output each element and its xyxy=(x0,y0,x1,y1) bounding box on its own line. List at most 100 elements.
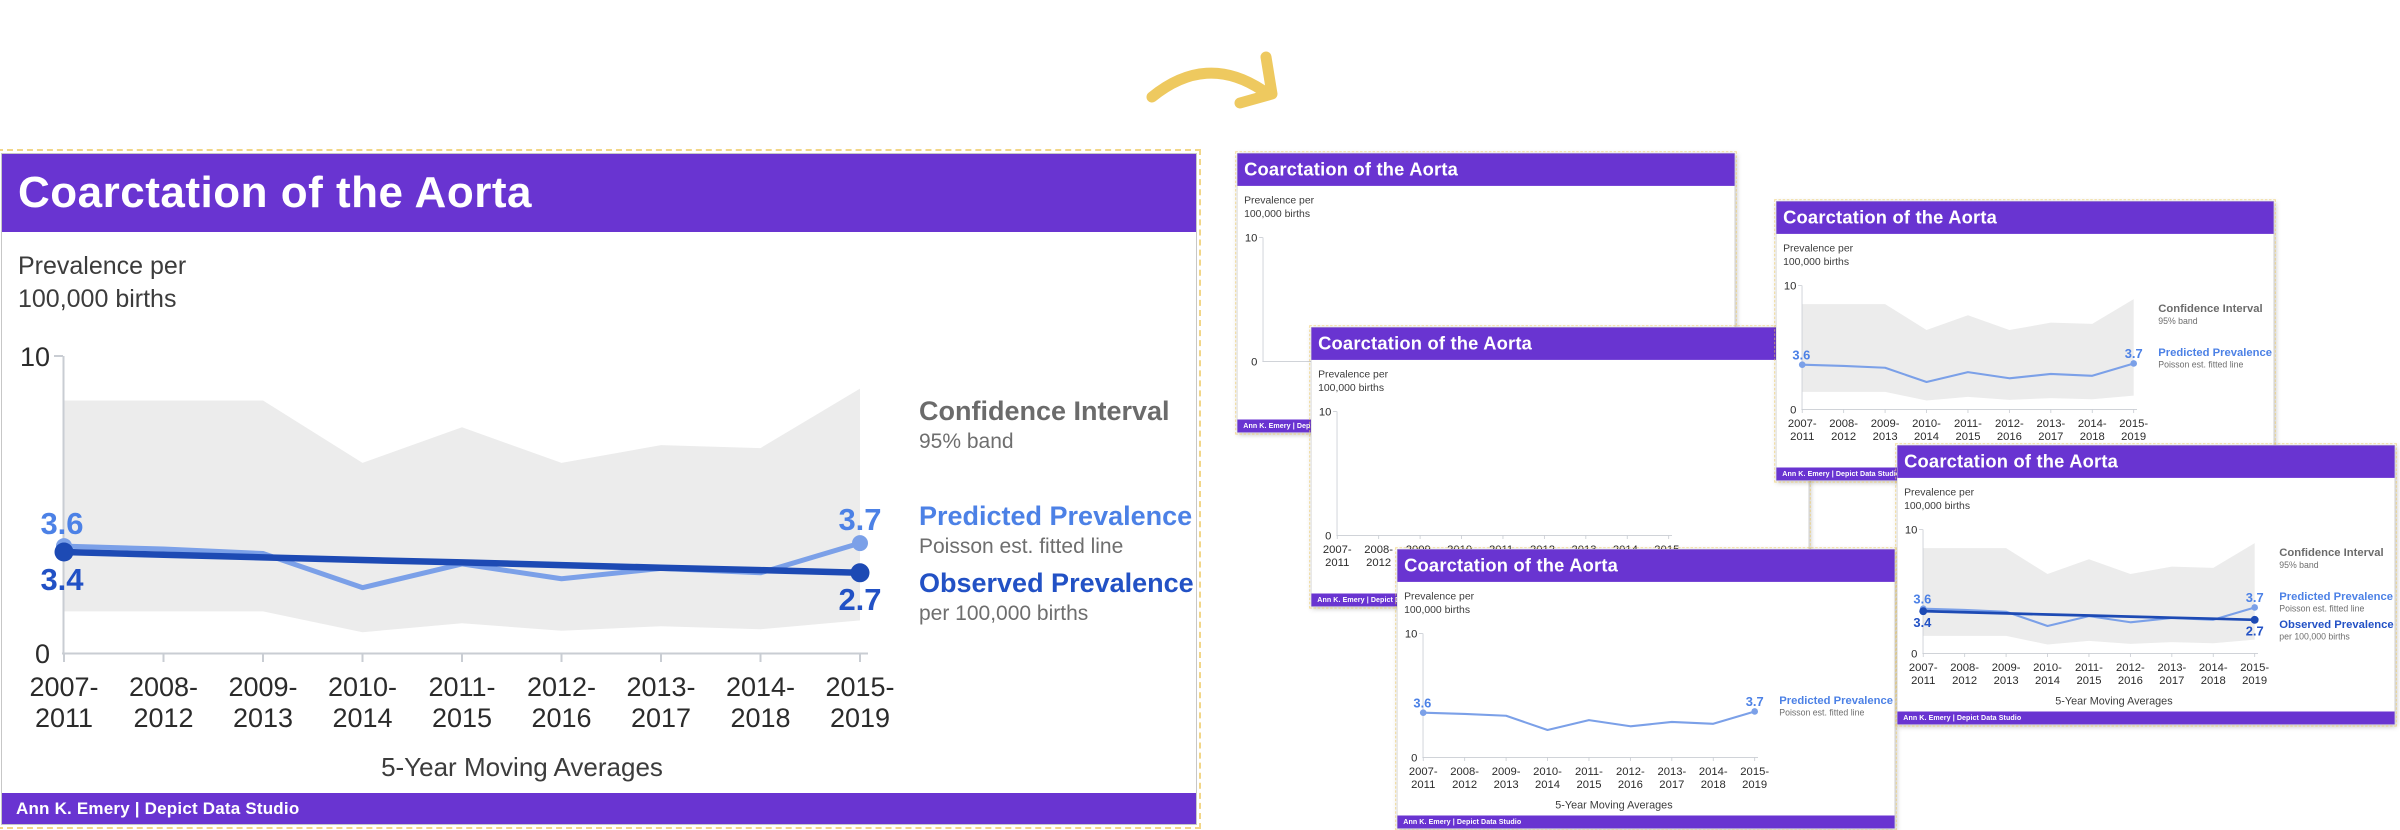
predicted-line xyxy=(1422,710,1756,732)
x-axis-title: 5-Year Moving Averages xyxy=(2055,694,2173,707)
x-axis-label: 2014-2018 xyxy=(725,672,796,733)
x-axis-label: 2008- 2012 xyxy=(1450,765,1480,791)
value-label-predicted-start: 3.6 xyxy=(1413,695,1432,711)
predicted-dot-end xyxy=(2251,604,2259,611)
x-axis-label: 2010-2014 xyxy=(1533,765,1562,791)
legend-ci-title: Confidence Interval xyxy=(919,396,1170,426)
x-axis-label: 2008- 2012 xyxy=(1364,543,1394,569)
y-tick-max: 10 xyxy=(1904,523,1918,537)
chart-title: Coarctation of the Aorta xyxy=(18,168,532,217)
chart-card: Coarctation of the Aorta Prevalence per … xyxy=(0,149,1201,829)
legend-ci-subtitle: 95% band xyxy=(2279,560,2319,570)
y-axis-label-line1: Prevalence per xyxy=(1904,486,1975,498)
legend-ci-title: Confidence Interval xyxy=(2158,302,2263,315)
x-axis-label: 2011-2015 xyxy=(2074,661,2103,687)
footer-credit: Ann K. Emery | Depict Data Studio xyxy=(1782,469,1901,478)
y-tick-max: 10 xyxy=(1318,405,1332,419)
confidence-band xyxy=(1923,543,2255,645)
chart-title: Coarctation of the Aorta xyxy=(1244,159,1459,180)
x-axis-label: 2012-2016 xyxy=(1995,417,2024,443)
x-axis-ticks xyxy=(1922,653,2256,657)
value-label-predicted-end: 3.7 xyxy=(838,502,882,537)
y-axis-label-line2: 100,000 births xyxy=(1404,603,1471,616)
chart-header: Coarctation of the Aorta xyxy=(1311,327,1809,360)
footer-bar: Ann K. Emery | Depict Data Studio xyxy=(2,793,1196,824)
chart-card: Coarctation of the Aorta Prevalence per … xyxy=(1395,547,1897,830)
plot-svg xyxy=(1798,285,2138,413)
chart-title: Coarctation of the Aorta xyxy=(1318,333,1533,354)
x-axis-label: 2007- 2011 xyxy=(29,672,99,733)
x-axis-label: 2015-2019 xyxy=(1740,765,1770,791)
x-axis-labels: 2007-2011 2008-2012 2009-2013 2010-2014 … xyxy=(1397,765,1895,794)
chart-title: Coarctation of the Aorta xyxy=(1904,451,2119,472)
legend-pp-title: Predicted Prevalence xyxy=(2279,589,2393,603)
x-axis-label: 2008- 2012 xyxy=(128,672,199,733)
chart-header: Coarctation of the Aorta xyxy=(1237,153,1735,186)
value-label-observed-start: 3.4 xyxy=(40,562,84,597)
y-tick-zero: 0 xyxy=(1411,751,1418,764)
chart-title: Coarctation of the Aorta xyxy=(1783,207,1998,228)
x-axis-label: 2007- 2011 xyxy=(1787,417,1817,443)
x-axis-label: 2009-2013 xyxy=(228,672,298,733)
legend-pp-title: Predicted Prevalence xyxy=(2158,345,2272,359)
y-axis-label: Prevalence per 100,000 births xyxy=(1904,485,1974,512)
legend-op: Observed Prevalence per 100,000 births xyxy=(919,568,1194,626)
footer-credit: Ann K. Emery | Depict Data Studio xyxy=(1403,817,1522,826)
value-label-predicted-start: 3.6 xyxy=(1792,347,1811,363)
chart-header: Coarctation of the Aorta xyxy=(1897,445,2395,478)
value-label-observed-end: 2.7 xyxy=(838,582,882,617)
legend-ci: Confidence Interval 95% band xyxy=(2279,546,2383,570)
observed-line xyxy=(60,548,864,577)
y-axis-label-line2: 100,000 births xyxy=(18,285,177,313)
legend-pp: Predicted Prevalence Poisson est. fitted… xyxy=(1779,694,1893,718)
y-tick-max: 10 xyxy=(1404,627,1418,641)
x-axis-label: 2014-2018 xyxy=(1698,765,1728,791)
x-axis-label: 2011-2015 xyxy=(1953,417,1982,443)
y-axis-label: Prevalence per 100,000 births xyxy=(1318,367,1388,394)
y-tick-zero: 0 xyxy=(34,639,50,669)
y-axis-label-line2: 100,000 births xyxy=(1904,499,1971,512)
predicted-dot-start xyxy=(1798,361,1806,369)
curved-arrow-icon xyxy=(1146,51,1278,109)
y-axis-label-line1: Prevalence per xyxy=(1318,368,1389,380)
predicted-dot-end xyxy=(852,535,868,552)
plot-svg xyxy=(1919,529,2259,657)
legend-ci-subtitle: 95% band xyxy=(919,430,1014,453)
y-axis-label-line1: Prevalence per xyxy=(1783,242,1854,254)
y-axis-label-line1: Prevalence per xyxy=(1404,590,1475,602)
y-tick-max: 10 xyxy=(19,342,50,372)
x-axis-label: 2015-2019 xyxy=(2240,661,2270,687)
x-axis-label: 2010-2014 xyxy=(2033,661,2062,687)
chart-title: Coarctation of the Aorta xyxy=(1404,555,1619,576)
footer-bar: Ann K. Emery | Depict Data Studio xyxy=(1897,711,2395,725)
legend-op-title: Observed Prevalence xyxy=(919,568,1194,598)
chart-header: Coarctation of the Aorta xyxy=(1397,549,1895,582)
legend-op-title: Observed Prevalence xyxy=(2279,617,2394,631)
legend-pp: Predicted Prevalence Poisson est. fitted… xyxy=(2158,346,2272,370)
x-axis-label: 2015-2019 xyxy=(825,672,895,733)
x-axis-label: 2013-2017 xyxy=(626,672,696,733)
chart-header: Coarctation of the Aorta xyxy=(2,154,1196,232)
x-axis-title: 5-Year Moving Averages xyxy=(1555,798,1673,811)
x-axis-label: 2012-2016 xyxy=(1616,765,1645,791)
x-axis-ticks xyxy=(1336,535,1670,539)
legend-op-subtitle: per 100,000 births xyxy=(919,602,1089,625)
y-tick-zero: 0 xyxy=(1790,403,1797,416)
legend-pp-subtitle: Poisson est. fitted line xyxy=(919,535,1124,558)
x-axis-label: 2010-2014 xyxy=(1912,417,1941,443)
value-label-observed-start: 3.4 xyxy=(1913,615,1932,630)
legend-pp-subtitle: Poisson est. fitted line xyxy=(2158,360,2244,370)
legend-pp-subtitle: Poisson est. fitted line xyxy=(2279,604,2365,614)
x-axis-label: 2009-2013 xyxy=(1870,417,1900,443)
observed-dot-end xyxy=(850,563,870,583)
x-axis-label: 2014-2018 xyxy=(2198,661,2228,687)
x-axis-label: 2007- 2011 xyxy=(1322,543,1352,569)
x-axis-ticks xyxy=(1801,409,2135,413)
y-axis-label: Prevalence per 100,000 births xyxy=(1244,193,1314,220)
legend-ci-subtitle: 95% band xyxy=(2158,316,2198,326)
y-tick-zero: 0 xyxy=(1251,355,1258,368)
footer-credit: Ann K. Emery | Depict Data Studio xyxy=(1903,713,2022,722)
legend-pp: Predicted Prevalence Poisson est. fitted… xyxy=(919,501,1192,559)
y-axis-label-line2: 100,000 births xyxy=(1318,381,1385,394)
plot-svg xyxy=(1419,633,1759,761)
